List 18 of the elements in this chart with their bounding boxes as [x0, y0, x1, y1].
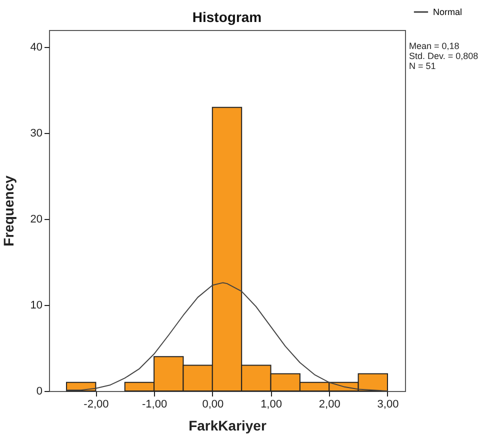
x-tick-label: 3,00 [377, 398, 399, 410]
x-tick-label: 2,00 [318, 398, 340, 410]
x-axis-title: FarkKariyer [188, 418, 267, 434]
x-tick-label: -2,00 [84, 398, 109, 410]
text: Std. Dev. = 0,808 [409, 51, 478, 61]
y-tick-label: 0 [36, 386, 42, 398]
y-tick-label: 40 [30, 42, 42, 54]
text: N = 51 [409, 61, 436, 71]
y-axis-title: Frequency [0, 175, 16, 246]
y-tick-label: 30 [30, 128, 42, 140]
x-tick-label: -1,00 [142, 398, 168, 410]
chart-title: Histogram [192, 9, 262, 25]
legend-label: Normal [433, 7, 462, 17]
y-tick-label: 10 [30, 300, 42, 312]
x-tick-label: 0,00 [202, 398, 224, 410]
x-tick-label: 1,00 [260, 398, 282, 410]
y-tick-label: 20 [30, 214, 42, 226]
text: Mean = 0,18 [409, 41, 460, 51]
